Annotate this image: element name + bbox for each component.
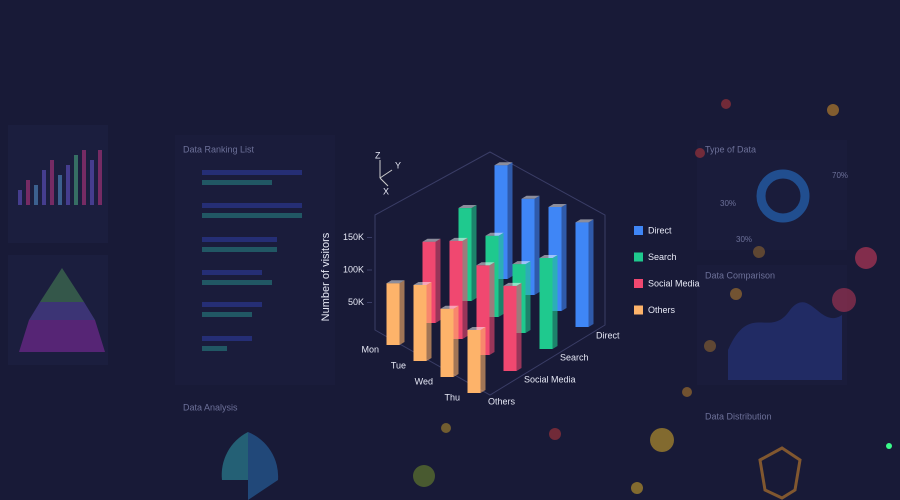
background-panels bbox=[8, 125, 847, 500]
y-axis-title: Number of visitors bbox=[320, 232, 332, 321]
depth-tick-label: Social Media bbox=[524, 374, 576, 384]
panel-title: Data Comparison bbox=[705, 270, 775, 280]
bar-side bbox=[525, 261, 531, 333]
bar-top bbox=[485, 232, 504, 236]
bar-side bbox=[552, 255, 558, 349]
analysis-pie bbox=[221, 432, 248, 480]
pyramid-top bbox=[40, 268, 84, 302]
bar-front bbox=[539, 258, 553, 349]
legend-swatch bbox=[634, 305, 643, 315]
bar-side bbox=[561, 204, 567, 311]
donut bbox=[756, 169, 810, 223]
legend-swatch bbox=[634, 226, 643, 235]
bar-top bbox=[467, 326, 486, 330]
bar-side bbox=[462, 237, 468, 339]
panel bbox=[697, 140, 847, 250]
legend-label: Social Media bbox=[648, 278, 700, 288]
legend-swatch bbox=[634, 252, 643, 262]
bokeh bbox=[413, 99, 892, 494]
x-tick-label: Mon bbox=[361, 344, 379, 354]
donut-label: 70% bbox=[832, 171, 848, 180]
pyramid-mid bbox=[29, 302, 95, 320]
y-tick-label: 100K bbox=[343, 264, 364, 274]
axis-gizmo bbox=[379, 160, 393, 187]
bar-front bbox=[413, 284, 427, 361]
legend-label: Direct bbox=[648, 225, 672, 235]
bar-front bbox=[575, 222, 589, 327]
y-tick-label: 50K bbox=[348, 297, 364, 307]
bar-top bbox=[440, 305, 459, 309]
bar-side bbox=[435, 238, 441, 323]
pyramid-base bbox=[19, 320, 105, 352]
depth-tick-label: Direct bbox=[596, 330, 620, 340]
depth-tick-label: Others bbox=[488, 396, 516, 406]
panel-title: Data Ranking List bbox=[183, 144, 255, 154]
chart-frame bbox=[374, 151, 606, 396]
bar-side bbox=[453, 305, 459, 377]
bar-top bbox=[386, 280, 405, 284]
depth-tick-label: Search bbox=[560, 352, 589, 362]
x-tick-label: Tue bbox=[391, 360, 406, 370]
analysis-pie bbox=[248, 432, 279, 500]
bar-top bbox=[512, 261, 531, 265]
legend-label: Others bbox=[648, 305, 676, 315]
bar-top bbox=[548, 204, 567, 207]
donut-label: 30% bbox=[736, 235, 752, 244]
bar-front bbox=[503, 285, 517, 371]
donut-label: 30% bbox=[720, 199, 736, 208]
area bbox=[728, 302, 842, 380]
bar-front bbox=[386, 283, 400, 345]
bar-top bbox=[494, 162, 513, 166]
bar-side bbox=[534, 195, 540, 295]
bar-front bbox=[440, 308, 454, 377]
bar-top bbox=[575, 219, 594, 223]
gizmo-label: Y bbox=[395, 160, 401, 170]
bar-top bbox=[413, 281, 432, 285]
bar-side bbox=[399, 280, 405, 345]
bar-top bbox=[539, 255, 558, 258]
panel-title: Type of Data bbox=[705, 144, 756, 154]
gizmo-label: Z bbox=[375, 150, 381, 160]
bar-side bbox=[588, 219, 594, 327]
legend-label: Search bbox=[648, 252, 677, 262]
panel-title: Data Analysis bbox=[183, 402, 238, 412]
bar-top bbox=[449, 237, 468, 241]
bar-side bbox=[480, 326, 486, 393]
gizmo-label: X bbox=[383, 186, 389, 196]
shield bbox=[758, 446, 802, 500]
bar-top bbox=[476, 262, 495, 266]
y-tick-label: 150K bbox=[343, 232, 364, 242]
bar-side bbox=[426, 281, 432, 361]
bar-side bbox=[507, 162, 513, 279]
bar-side bbox=[471, 205, 477, 301]
bar-side bbox=[498, 232, 504, 317]
panel bbox=[175, 135, 335, 385]
bar-side bbox=[516, 282, 522, 371]
bar-top bbox=[521, 195, 540, 199]
bar-top bbox=[422, 238, 441, 242]
bar-side bbox=[489, 262, 495, 355]
x-tick-label: Thu bbox=[444, 392, 460, 402]
bar-front bbox=[467, 329, 481, 393]
legend-swatch bbox=[634, 279, 643, 288]
bar-top bbox=[458, 205, 477, 209]
ranking-bars bbox=[202, 170, 302, 351]
x-tick-label: Wed bbox=[415, 376, 433, 386]
mini-bars bbox=[18, 150, 102, 205]
panel-title: Data Distribution bbox=[705, 411, 772, 421]
bar-top bbox=[503, 282, 522, 286]
